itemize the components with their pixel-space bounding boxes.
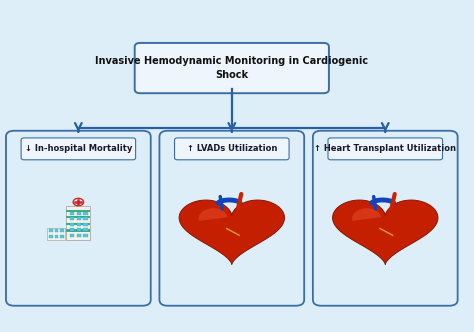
FancyBboxPatch shape [70, 212, 74, 215]
FancyBboxPatch shape [159, 131, 304, 306]
FancyBboxPatch shape [77, 223, 81, 226]
FancyBboxPatch shape [60, 235, 64, 238]
FancyBboxPatch shape [77, 212, 81, 215]
FancyBboxPatch shape [328, 138, 443, 160]
FancyBboxPatch shape [70, 217, 74, 220]
FancyBboxPatch shape [47, 228, 65, 240]
FancyBboxPatch shape [66, 229, 91, 232]
FancyBboxPatch shape [66, 210, 91, 212]
FancyBboxPatch shape [49, 229, 53, 232]
FancyBboxPatch shape [60, 229, 64, 232]
FancyBboxPatch shape [66, 222, 91, 225]
Circle shape [73, 198, 83, 206]
FancyBboxPatch shape [6, 131, 151, 306]
FancyBboxPatch shape [70, 223, 74, 226]
FancyBboxPatch shape [66, 216, 91, 218]
FancyBboxPatch shape [77, 228, 81, 231]
Polygon shape [179, 200, 284, 265]
FancyBboxPatch shape [70, 234, 74, 237]
FancyBboxPatch shape [135, 43, 329, 93]
FancyBboxPatch shape [83, 212, 88, 215]
FancyBboxPatch shape [49, 235, 53, 238]
FancyBboxPatch shape [83, 228, 88, 231]
FancyBboxPatch shape [174, 138, 289, 160]
FancyBboxPatch shape [21, 138, 136, 160]
FancyBboxPatch shape [55, 235, 58, 238]
FancyBboxPatch shape [77, 217, 81, 220]
Polygon shape [333, 200, 438, 265]
Text: ↓ In-hospital Mortality: ↓ In-hospital Mortality [25, 144, 132, 153]
FancyBboxPatch shape [83, 234, 88, 237]
Text: Invasive Hemodynamic Monitoring in Cardiogenic
Shock: Invasive Hemodynamic Monitoring in Cardi… [95, 56, 368, 80]
FancyBboxPatch shape [55, 229, 58, 232]
Polygon shape [352, 208, 381, 221]
FancyBboxPatch shape [77, 234, 81, 237]
FancyBboxPatch shape [66, 206, 91, 240]
Text: ↑ LVADs Utilization: ↑ LVADs Utilization [187, 144, 277, 153]
FancyBboxPatch shape [83, 223, 88, 226]
FancyBboxPatch shape [313, 131, 457, 306]
Text: ↑ Heart Transplant Utilization: ↑ Heart Transplant Utilization [314, 144, 456, 153]
FancyBboxPatch shape [70, 228, 74, 231]
Polygon shape [199, 208, 228, 221]
FancyBboxPatch shape [83, 217, 88, 220]
